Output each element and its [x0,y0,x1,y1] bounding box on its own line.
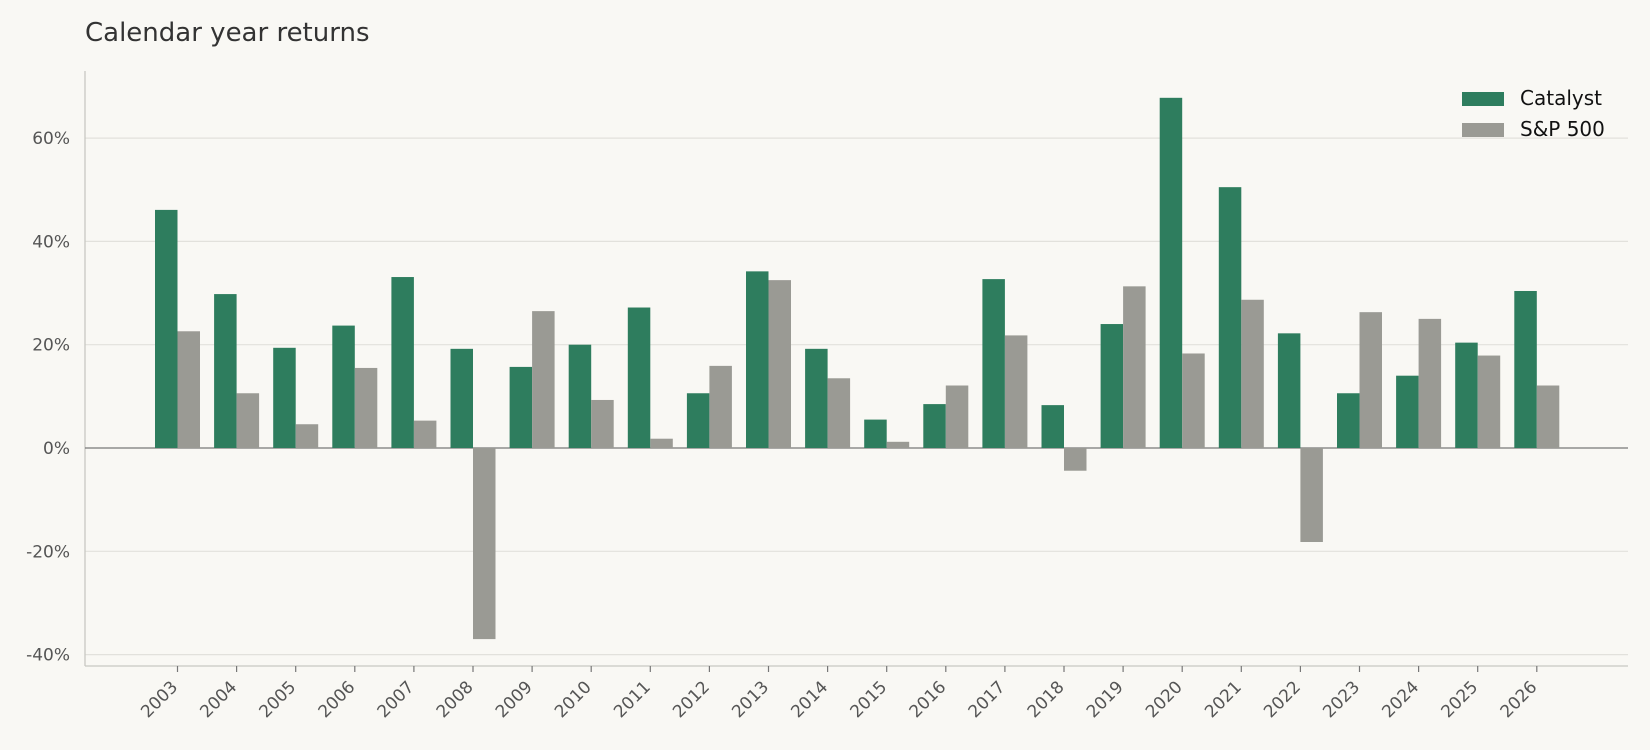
y-tick-label: -20% [26,542,70,562]
bar-sp500 [768,280,791,448]
bar-sp500 [945,385,969,448]
legend-label: S&P 500 [1520,117,1605,141]
bar-sp500 [1418,318,1442,448]
bar-sp500 [1064,448,1087,471]
bar-catalyst [1514,290,1537,448]
bar-catalyst [805,348,828,448]
bar-catalyst [864,419,887,448]
bar-sp500 [886,441,910,448]
y-tick-label: 60% [32,129,70,149]
legend-swatch [1462,92,1504,106]
bar-catalyst [923,404,946,448]
bar-sp500 [413,420,437,448]
bar-sp500 [1300,448,1323,543]
bar-sp500 [1241,299,1264,448]
bar-sp500 [532,311,555,448]
bar-catalyst [568,344,592,448]
bar-sp500 [177,331,200,448]
bar-catalyst [214,294,237,448]
bar-sp500 [295,424,319,448]
legend-swatch [1462,123,1504,137]
bar-sp500 [236,393,260,448]
chart-title: Calendar year returns [85,18,370,48]
legend-label: Catalyst [1520,86,1602,110]
bar-catalyst [450,348,473,448]
y-tick-label: 20% [32,336,70,356]
bar-catalyst [1041,405,1064,448]
bar-catalyst [1455,342,1478,448]
bar-catalyst [686,393,710,448]
bar-sp500 [354,367,378,448]
bar-sp500 [1004,335,1028,448]
bar-sp500 [591,399,614,448]
y-tick-label: 0% [43,439,70,459]
bar-catalyst [1337,393,1360,448]
bar-catalyst [332,325,355,448]
bar-catalyst [155,209,178,448]
bar-sp500 [1477,355,1501,448]
bar-catalyst [1100,324,1124,448]
legend: Catalyst S&P 500 [1462,86,1605,141]
bar-sp500 [473,448,496,640]
bar-sp500 [650,438,673,448]
bar-catalyst [1396,375,1419,448]
bar-catalyst [627,307,651,448]
bar-sp500 [1359,312,1382,448]
bar-catalyst [746,271,769,448]
bar-catalyst [1159,97,1183,449]
bar-catalyst [982,279,1005,448]
bar-catalyst [273,347,296,448]
bar-sp500 [709,365,732,448]
bar-catalyst [1277,333,1301,448]
bar-catalyst [1218,187,1242,449]
y-tick-label: -40% [26,646,70,666]
bars [155,97,1560,640]
bar-sp500 [1123,286,1146,448]
y-tick-label: 40% [32,232,70,252]
bar-sp500 [1182,353,1205,448]
bar-sp500 [1536,385,1560,448]
bar-sp500 [827,378,851,448]
bar-catalyst [509,366,533,448]
bar-catalyst [391,277,414,448]
